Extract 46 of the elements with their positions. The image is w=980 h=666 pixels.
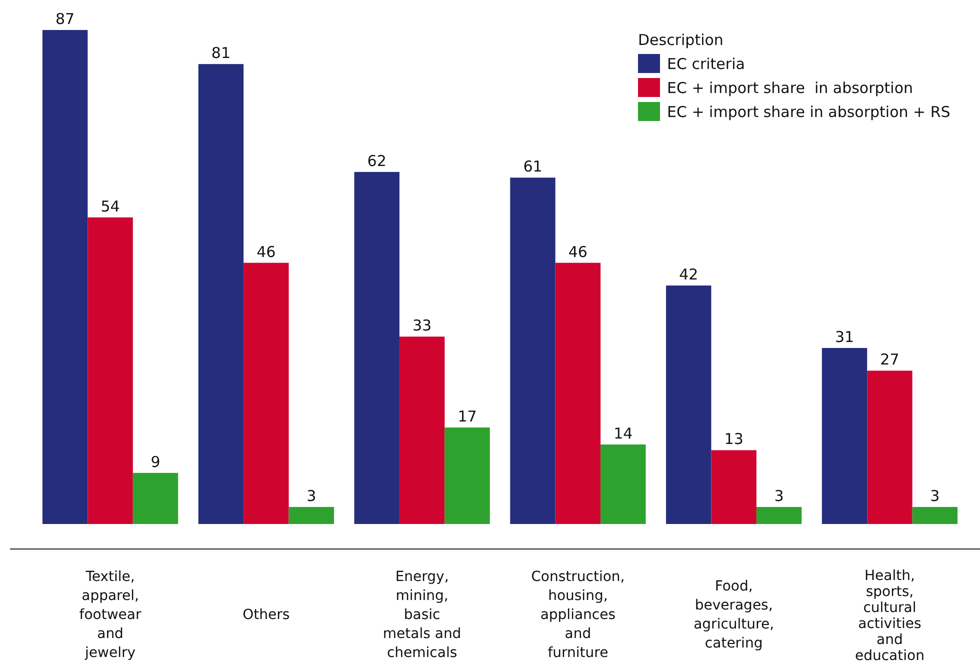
bar bbox=[399, 336, 445, 524]
legend-label: EC + import share in absorption bbox=[667, 79, 914, 97]
data-label: 46 bbox=[568, 242, 588, 261]
x-tick-label: Others bbox=[242, 607, 290, 623]
bar bbox=[198, 64, 244, 524]
bar bbox=[912, 506, 958, 524]
bar bbox=[822, 348, 868, 524]
data-label: 46 bbox=[256, 242, 276, 261]
bar bbox=[867, 370, 912, 524]
bar bbox=[756, 506, 802, 524]
x-tick-label: Construction, housing, appliances and furniture bbox=[531, 569, 625, 661]
bar bbox=[88, 217, 133, 524]
bar bbox=[510, 178, 556, 524]
x-tick-label: Health, sports, cultural activities and education bbox=[854, 568, 924, 664]
bar bbox=[354, 172, 400, 524]
bar bbox=[555, 262, 601, 524]
legend-label: EC criteria bbox=[667, 55, 745, 73]
data-label: 54 bbox=[100, 197, 120, 216]
x-tick-label: Energy, mining, basic metals and chemicals bbox=[382, 569, 462, 661]
legend-label: EC + import share in absorption + RS bbox=[667, 103, 950, 121]
bar bbox=[244, 262, 289, 524]
legend-title: Description bbox=[638, 31, 724, 49]
data-label: 3 bbox=[306, 486, 316, 505]
data-label: 81 bbox=[211, 44, 231, 62]
data-label: 33 bbox=[412, 316, 432, 335]
data-label: 14 bbox=[614, 424, 633, 443]
bar bbox=[288, 506, 334, 524]
data-label: 42 bbox=[679, 266, 698, 284]
x-tick-label: Food, beverages, agriculture, catering bbox=[694, 578, 774, 652]
data-label: 13 bbox=[724, 430, 744, 448]
bar bbox=[600, 444, 646, 524]
data-label: 31 bbox=[834, 328, 854, 346]
data-label: 61 bbox=[523, 158, 542, 176]
data-label: 3 bbox=[930, 486, 940, 505]
x-tick-label: Textile, apparel, footwear and jewelry bbox=[79, 569, 142, 661]
bar bbox=[666, 286, 712, 524]
bar bbox=[132, 472, 178, 524]
data-label: 62 bbox=[367, 152, 386, 170]
data-label: 3 bbox=[774, 486, 784, 505]
bar bbox=[42, 30, 88, 524]
data-label: 9 bbox=[150, 452, 160, 471]
bar bbox=[444, 427, 490, 524]
data-label: 17 bbox=[458, 407, 477, 426]
data-label: 87 bbox=[56, 10, 75, 28]
data-label: 27 bbox=[880, 350, 900, 369]
bar bbox=[711, 450, 756, 524]
